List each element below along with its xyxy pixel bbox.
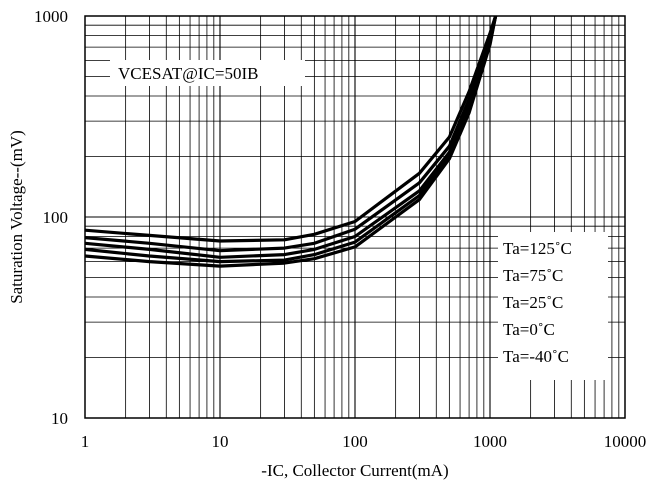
x-axis-title: -IC, Collector Current(mA) <box>261 461 448 480</box>
legend-entry: Ta=125˚C <box>503 239 572 258</box>
y-tick-label: 10 <box>51 409 68 428</box>
series-line-3 <box>85 16 498 264</box>
y-tick-label: 1000 <box>34 7 68 26</box>
legend: Ta=125˚C Ta=75˚C Ta=25˚C Ta=0˚C Ta=-40˚C <box>498 232 608 380</box>
series-line-0 <box>85 16 498 243</box>
x-tick-label: 100 <box>342 432 368 451</box>
legend-entry: Ta=-40˚C <box>503 347 569 366</box>
annotation-text: VCESAT@IC=50IB <box>118 64 258 83</box>
x-tick-label: 10 <box>212 432 229 451</box>
series-line-1 <box>85 16 498 253</box>
annotation-layer: VCESAT@IC=50IB <box>110 60 305 86</box>
x-tick-label: 1000 <box>473 432 507 451</box>
x-tick-label: 10000 <box>604 432 647 451</box>
series-line-2 <box>85 16 498 259</box>
plot-frame <box>84 15 626 419</box>
tick-labels: 1 10 100 1000 10000 10 100 1000 <box>34 7 646 451</box>
y-tick-label: 100 <box>43 208 69 227</box>
legend-entry: Ta=0˚C <box>503 320 555 339</box>
series-line-4 <box>85 16 498 268</box>
legend-entry: Ta=25˚C <box>503 293 563 312</box>
annotation-background <box>110 60 305 86</box>
x-tick-label: 1 <box>81 432 90 451</box>
y-axis-title: Saturation Voltage--(mV) <box>7 130 26 304</box>
legend-background <box>498 232 608 380</box>
legend-entry: Ta=75˚C <box>503 266 563 285</box>
series-layer <box>85 16 498 268</box>
